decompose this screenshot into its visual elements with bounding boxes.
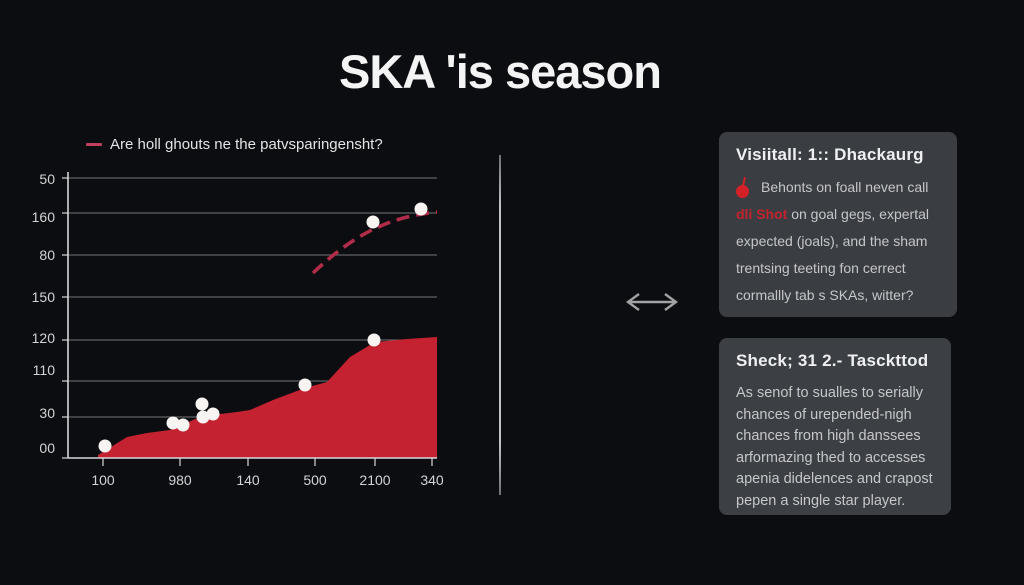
y-tick-label: 110 — [33, 362, 56, 378]
panel-2-line-4: arformazing thed to accesses — [736, 449, 926, 466]
left-right-arrow-icon — [625, 293, 679, 311]
panel-2-line-6: pepen a single star player. — [736, 492, 906, 509]
panel-2-line-3: chances from high danssees — [736, 428, 921, 444]
chart-legend: Are holl ghouts ne the patvsparingensht? — [86, 136, 383, 153]
panel-1-title: Visiitall: 1:: Dhackaurg — [736, 145, 924, 164]
scatter-point — [176, 418, 190, 432]
panel-1-line-3: expected (joals), and the sham — [736, 233, 928, 249]
area-fill — [98, 337, 437, 458]
x-tick-label: 140 — [236, 472, 260, 488]
panel-1-line-1: Behonts on foall neven call — [761, 179, 929, 195]
info-panel-2: Sheck; 31 2.- Tasckttod As senof to sual… — [719, 338, 951, 515]
panel-2-line-5: apenia didelences and crapost — [736, 471, 933, 487]
scatter-point — [414, 202, 428, 216]
scatter-point — [298, 378, 312, 392]
x-tick-label: 980 — [168, 472, 192, 488]
panel-1-body: Behonts on foall neven call dli Shot on … — [736, 174, 940, 309]
y-tick-label: 30 — [39, 405, 55, 421]
panel-2-title: Sheck; 31 2.- Tasckttod — [736, 351, 929, 370]
panel-1-line-5: cormallly tab s SKAs, witter? — [736, 287, 914, 303]
panel-1-highlight: dli Shot — [736, 206, 788, 222]
vertical-divider — [499, 155, 501, 495]
x-tick-label: 340 — [420, 472, 444, 488]
scatter-point — [367, 333, 381, 347]
panel-1-line-2: on goal gegs, expertal — [787, 206, 929, 222]
scatter-point — [195, 397, 209, 411]
y-tick-label: 50 — [39, 171, 55, 187]
chart-legend-label: Are holl ghouts ne the patvsparingensht? — [110, 136, 383, 153]
y-tick-label: 150 — [32, 289, 56, 305]
panel-2-line-1: As senof to sualles to serially — [736, 385, 923, 401]
scatter-point — [206, 407, 220, 421]
pin-icon — [736, 177, 750, 199]
y-tick-label: 160 — [32, 209, 56, 225]
scatter-point — [98, 439, 112, 453]
panel-2-body: As senof to sualles to serially chances … — [736, 383, 934, 512]
x-tick-label: 500 — [303, 472, 327, 488]
y-tick-label: 120 — [32, 330, 56, 346]
y-tick-label: 80 — [39, 247, 55, 263]
y-tick-label: 00 — [39, 440, 55, 456]
panel-2-line-2: chances of urepended-nigh — [736, 406, 912, 423]
x-tick-label: 100 — [91, 472, 115, 488]
scatter-point — [366, 215, 380, 229]
x-tick-label: 2100 — [359, 472, 390, 488]
chart-svg: 50 160 80 150 120 110 30 00 100 980 140 500 2100 340 — [32, 171, 444, 488]
page-title: SKA 'is season — [339, 45, 662, 98]
chart: 50 160 80 150 120 110 30 00 100 980 140 500 2100 340 — [0, 160, 480, 495]
info-panel-1: Visiitall: 1:: Dhackaurg Behonts on foal… — [719, 132, 957, 317]
panel-1-line-4: trentsing teeting fon cerrect — [736, 260, 906, 276]
legend-dash-icon — [86, 143, 102, 146]
scatter-point — [166, 416, 180, 430]
scatter-point — [196, 410, 210, 424]
